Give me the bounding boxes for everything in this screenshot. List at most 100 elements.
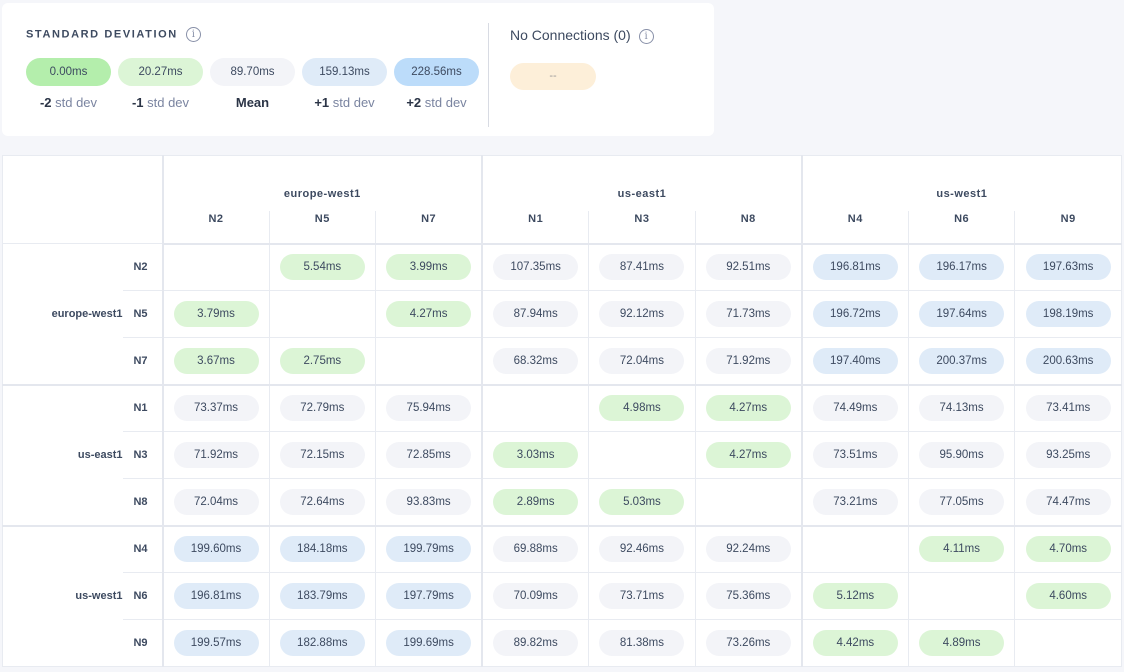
latency-pill[interactable]: 196.81ms [173,583,259,609]
matrix-cell: 3.99ms [375,243,483,291]
latency-pill[interactable]: 107.35ms [493,254,579,281]
latency-pill[interactable]: 4.27ms [386,301,472,327]
latency-pill[interactable]: 72.79ms [279,395,365,422]
latency-pill[interactable]: 92.51ms [705,254,791,281]
latency-pill[interactable]: 199.60ms [173,536,259,563]
latency-pill[interactable]: 197.63ms [1025,254,1111,281]
matrix-cell: 73.37ms [161,383,270,432]
latency-pill[interactable]: 77.05ms [919,488,1005,515]
latency-pill[interactable]: 3.79ms [173,301,259,327]
latency-pill[interactable]: 68.32ms [493,347,579,374]
latency-pill[interactable]: 4.27ms [705,442,791,468]
latency-pill[interactable]: 73.21ms [812,488,898,515]
latency-pill[interactable]: 93.83ms [386,488,472,515]
latency-pill[interactable]: 200.63ms [1025,347,1111,374]
latency-pill[interactable]: 75.94ms [386,395,472,422]
latency-pill[interactable]: 5.54ms [279,254,365,281]
latency-pill[interactable]: 73.37ms [173,395,259,422]
latency-pill[interactable]: 73.26ms [705,630,791,656]
matrix-cell [694,478,803,526]
latency-pill[interactable]: 197.64ms [919,301,1005,327]
latency-pill[interactable]: 92.24ms [705,536,791,563]
latency-pill[interactable]: 4.60ms [1025,583,1111,609]
latency-pill[interactable]: 197.40ms [812,347,898,374]
latency-pill[interactable]: 71.92ms [705,347,791,374]
matrix-cell: 2.75ms [268,337,377,385]
latency-pill[interactable]: 5.12ms [812,583,898,609]
latency-pill[interactable]: 200.37ms [919,347,1005,374]
latency-pill[interactable]: 73.71ms [599,583,685,609]
latency-pill[interactable]: 95.90ms [919,442,1005,468]
latency-pill[interactable]: 74.49ms [812,395,898,422]
column-node-header: N7 [375,210,483,245]
latency-pill[interactable]: 196.72ms [812,301,898,327]
matrix-cell [800,524,909,573]
latency-pill[interactable]: 4.70ms [1025,536,1111,563]
legend-sign: -1 [131,95,144,110]
latency-pill[interactable]: 71.73ms [705,301,791,327]
latency-pill[interactable]: 184.18ms [279,536,365,563]
legend-item: 20.27ms -1 std dev [118,58,203,110]
matrix-cell: 183.79ms [268,572,377,620]
latency-pill[interactable]: 199.79ms [386,536,472,563]
latency-pill[interactable]: 92.46ms [599,536,685,563]
latency-pill[interactable]: 182.88ms [279,630,365,656]
latency-pill[interactable]: 72.64ms [279,488,365,515]
latency-pill[interactable]: 3.99ms [386,254,472,281]
latency-pill[interactable]: 4.98ms [599,395,685,422]
latency-pill[interactable]: 87.94ms [493,301,579,327]
latency-pill[interactable]: 2.75ms [279,347,365,374]
latency-pill[interactable]: 72.15ms [279,442,365,468]
matrix-cell: 3.79ms [161,290,270,338]
info-icon[interactable]: i [185,27,201,42]
latency-pill[interactable]: 197.79ms [386,583,472,609]
matrix-cell: 200.63ms [1014,337,1122,385]
latency-pill[interactable]: 183.79ms [279,583,365,609]
matrix-row: N6 196.81ms 183.79ms 197.79ms 70.09ms 73.71ms… [3,572,1122,620]
latency-pill[interactable]: 92.12ms [599,301,685,327]
latency-pill[interactable]: 89.82ms [493,630,579,656]
latency-pill[interactable]: 196.81ms [812,254,898,281]
matrix-cell: 4.70ms [1014,524,1122,573]
latency-pill[interactable]: 81.38ms [599,630,685,656]
latency-pill[interactable]: 74.47ms [1025,488,1111,515]
latency-pill[interactable]: 3.03ms [493,442,579,468]
matrix-cell: 4.42ms [800,619,909,667]
matrix-cell: 72.85ms [375,431,483,479]
matrix-cell [1014,619,1122,667]
latency-pill[interactable]: 4.89ms [919,630,1005,656]
latency-pill[interactable]: 73.51ms [812,442,898,468]
matrix-cell: 71.92ms [694,337,803,385]
latency-pill[interactable]: 74.13ms [919,395,1005,422]
latency-pill[interactable]: 73.41ms [1025,395,1111,422]
latency-pill[interactable]: 72.04ms [173,488,259,515]
latency-pill[interactable]: 3.67ms [173,347,259,374]
legend-value-pill: 228.56ms [394,58,479,86]
matrix-cell: 92.24ms [694,524,803,573]
matrix-cell: 93.83ms [375,478,483,526]
column-node-header: N4 [800,210,909,245]
latency-pill[interactable]: 75.36ms [705,583,791,609]
latency-pill[interactable]: 70.09ms [493,583,579,609]
latency-pill[interactable]: 196.17ms [919,254,1005,281]
latency-pill[interactable]: 2.89ms [493,488,579,515]
latency-pill[interactable]: 199.69ms [386,630,472,656]
latency-pill[interactable]: 198.19ms [1025,301,1111,327]
info-icon[interactable]: i [638,28,654,44]
latency-pill[interactable]: 4.27ms [705,395,791,422]
column-node-header: N8 [695,210,803,245]
matrix-cell: 197.79ms [375,572,483,620]
latency-pill[interactable]: 199.57ms [173,630,259,656]
latency-pill[interactable]: 71.92ms [173,442,259,468]
latency-pill[interactable]: 93.25ms [1025,442,1111,468]
legend-item: 89.70ms Mean [210,58,295,110]
latency-pill[interactable]: 69.88ms [493,536,579,563]
latency-pill[interactable]: 5.03ms [599,488,685,515]
latency-pill[interactable]: 4.42ms [812,630,898,656]
matrix-cell: 197.63ms [1014,243,1122,291]
latency-pill[interactable]: 4.11ms [919,536,1005,563]
matrix-cell [375,337,483,385]
latency-pill[interactable]: 87.41ms [599,254,685,281]
latency-pill[interactable]: 72.85ms [386,442,472,468]
latency-pill[interactable]: 72.04ms [599,347,685,374]
